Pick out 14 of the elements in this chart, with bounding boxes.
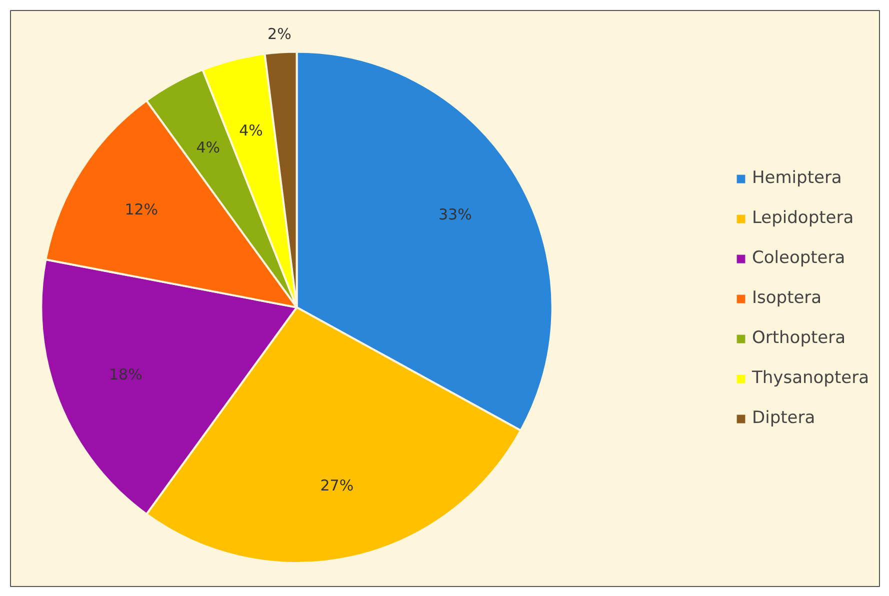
data-label: 18%: [108, 366, 142, 384]
data-label: 4%: [196, 138, 220, 156]
legend-label: Hemiptera: [752, 168, 842, 188]
legend-label: Isoptera: [752, 288, 822, 308]
data-label: 33%: [438, 205, 472, 224]
legend-label: Coleoptera: [752, 248, 846, 268]
data-label: 2%: [268, 24, 292, 43]
legend-label: Lepidoptera: [752, 208, 854, 228]
data-label: 4%: [239, 121, 263, 140]
legend-label: Orthoptera: [752, 328, 846, 348]
data-label: 12%: [124, 200, 158, 218]
data-label: 27%: [320, 476, 354, 495]
legend-label: Diptera: [752, 408, 816, 428]
legend-label: Thysanoptera: [752, 368, 869, 388]
